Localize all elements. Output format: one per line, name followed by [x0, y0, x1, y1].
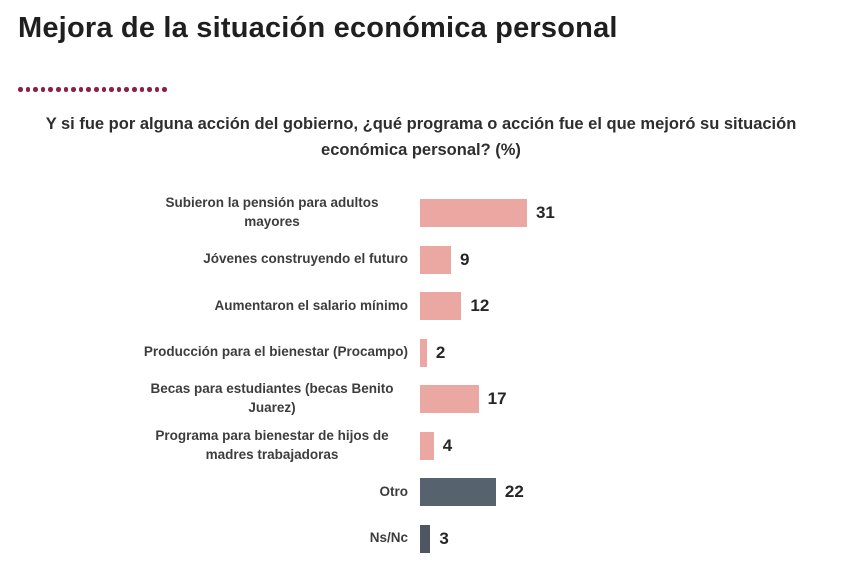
bar-zone: 4 — [420, 431, 842, 460]
bar-category-label: Programa para bienestar de hijos de madr… — [0, 427, 408, 465]
bar-value: 3 — [439, 528, 449, 548]
dot — [40, 87, 46, 92]
dot — [124, 87, 129, 92]
bar — [420, 338, 427, 367]
bar-category-label-text: Aumentaron el salario mínimo — [214, 297, 408, 313]
dot — [33, 87, 38, 92]
chart-question: Y si fue por alguna acción del gobierno,… — [45, 115, 797, 159]
dot — [101, 87, 107, 92]
dotted-divider — [18, 87, 842, 92]
chart-row: Jóvenes construyendo el futuro 9 — [0, 237, 842, 284]
bar-category-label-text: Jóvenes construyendo el futuro — [203, 251, 408, 267]
bar-value: 4 — [442, 435, 453, 455]
bar-value: 2 — [435, 342, 446, 362]
bar-category-label: Otro — [0, 483, 409, 502]
dot — [154, 87, 160, 92]
dot — [116, 87, 122, 92]
dot — [18, 87, 23, 92]
bar-category-label-text: Otro — [379, 483, 409, 499]
bar-category-label-text: Subieron la pensión para adultos mayores — [165, 195, 379, 230]
chart-row: Subieron la pensión para adultos mayores… — [0, 190, 842, 237]
bar — [420, 292, 462, 321]
dot — [93, 87, 99, 92]
dot — [71, 87, 76, 92]
dot — [86, 87, 91, 92]
dot — [78, 87, 84, 92]
dot — [63, 87, 69, 92]
bar-zone: 3 — [420, 524, 842, 553]
bar-category-label: Aumentaron el salario mínimo — [0, 297, 408, 316]
bar-category-label-text: Producción para el bienestar (Procampo) — [143, 344, 408, 360]
bar-zone: 12 — [420, 292, 842, 321]
page-title: Mejora de la situación económica persona… — [18, 12, 618, 44]
dot — [25, 87, 31, 92]
bar-category-label-text: Programa para bienestar de hijos de madr… — [155, 427, 389, 462]
bar-value: 31 — [535, 203, 555, 223]
bar-category-label-text: Becas para estudiantes (becas Benito Jua… — [150, 381, 394, 416]
bar-category-label-text: Ns/Nc — [369, 530, 408, 546]
dot — [55, 87, 61, 92]
bar-zone: 2 — [420, 338, 842, 367]
bar-value: 12 — [470, 296, 490, 316]
bar-category-label: Ns/Nc — [0, 529, 408, 548]
bar-zone: 31 — [420, 199, 842, 228]
dot — [109, 87, 114, 92]
chart-row: Becas para estudiantes (becas Benito Jua… — [0, 376, 842, 423]
bar — [420, 385, 479, 414]
bar — [420, 524, 431, 553]
bar-value: 17 — [487, 389, 507, 409]
dot — [162, 87, 167, 92]
dot — [139, 87, 145, 92]
bar — [420, 478, 496, 507]
bar — [420, 431, 434, 460]
bar-category-label: Jóvenes construyendo el futuro — [0, 250, 408, 269]
bar-value: 22 — [504, 482, 524, 502]
bar-zone: 17 — [420, 385, 842, 414]
dot — [147, 87, 152, 92]
dot — [48, 87, 53, 92]
bar-value: 9 — [460, 249, 470, 269]
chart-row: Producción para el bienestar (Procampo) 2 — [0, 330, 842, 377]
chart-row: Otro 22 — [0, 469, 842, 516]
bar-category-label: Becas para estudiantes (becas Benito Jua… — [0, 380, 408, 418]
bar-zone: 22 — [420, 478, 842, 507]
bar-category-label: Producción para el bienestar (Procampo) — [0, 343, 408, 362]
bar — [420, 245, 452, 274]
bar-zone: 9 — [420, 245, 842, 274]
chart-row: Programa para bienestar de hijos de madr… — [0, 423, 842, 470]
dot — [131, 87, 137, 92]
bar-category-label: Subieron la pensión para adultos mayores — [0, 194, 408, 232]
chart-row: Ns/Nc 3 — [0, 516, 842, 563]
chart-row: Aumentaron el salario mínimo 12 — [0, 283, 842, 330]
bar — [420, 199, 527, 228]
bar-chart: Subieron la pensión para adultos mayores… — [0, 190, 842, 562]
